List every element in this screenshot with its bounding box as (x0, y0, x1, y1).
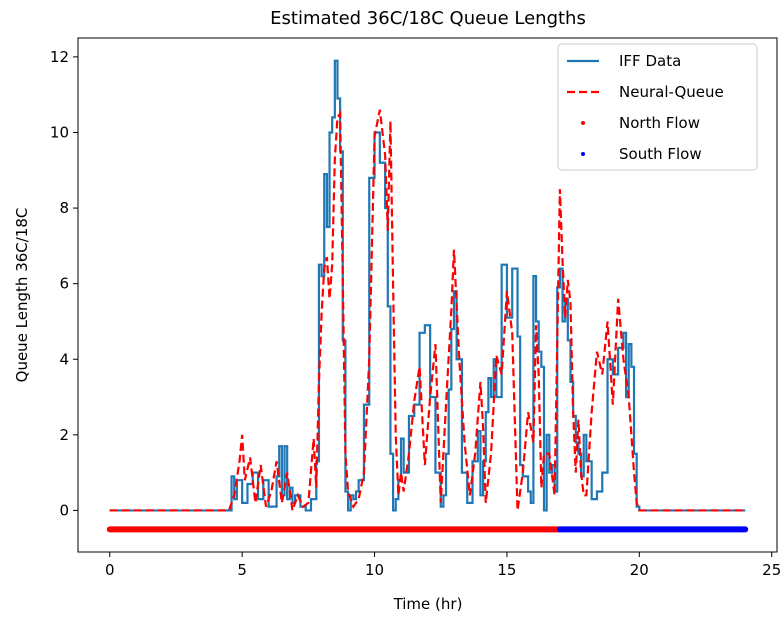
axes-frame (77, 37, 778, 553)
x-tick-label: 25 (762, 561, 781, 579)
x-tick-label: 10 (365, 561, 384, 579)
legend-box (557, 43, 758, 171)
y-tick-label: 8 (59, 199, 69, 217)
y-tick-label: 0 (59, 501, 69, 519)
y-tick-label: 10 (50, 123, 69, 141)
x-tick-label: 20 (630, 561, 649, 579)
legend-label: Neural-Queue (619, 83, 724, 101)
legend-label: North Flow (619, 114, 700, 132)
y-tick-label: 4 (59, 350, 69, 368)
x-tick-label: 15 (497, 561, 516, 579)
x-axis-label: Time (hr) (393, 595, 463, 613)
x-tick-label: 0 (105, 561, 115, 579)
plot-area (77, 37, 778, 553)
y-tick-label: 2 (59, 426, 69, 444)
y-tick-label: 12 (50, 48, 69, 66)
legend-label: South Flow (619, 145, 702, 163)
legend-swatch-dot (581, 152, 585, 156)
y-axis-label: Queue Length 36C/18C (13, 208, 31, 383)
neural-queue-line (109, 109, 746, 512)
legend-swatch-dot (581, 121, 585, 125)
y-tick-label: 6 (59, 275, 69, 293)
legend-label: IFF Data (619, 52, 681, 70)
legend: IFF Data Neural-Queue North Flow South Flow (557, 43, 758, 171)
chart-title: Estimated 36C/18C Queue Lengths (270, 8, 586, 29)
x-axis-ticks: 0 5 10 15 20 25 (105, 552, 781, 579)
y-axis-ticks: 0 2 4 6 8 10 12 (50, 48, 78, 519)
x-tick-label: 5 (237, 561, 247, 579)
